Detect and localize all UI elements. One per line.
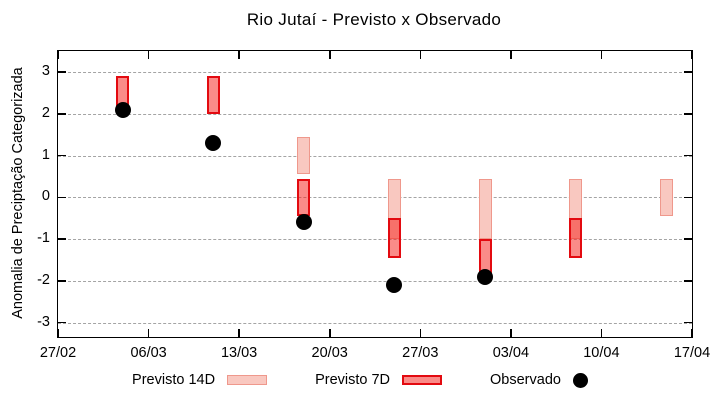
forecast-7d-bar <box>297 178 311 217</box>
y-tick <box>58 196 66 199</box>
x-tick <box>510 329 512 337</box>
legend-item-observado: Observado <box>490 372 588 388</box>
x-tick-label: 27/03 <box>402 345 439 361</box>
x-tick <box>419 329 421 337</box>
legend-label-previsto-7d: Previsto 7D <box>315 372 391 388</box>
x-tick <box>600 329 603 337</box>
y-tick <box>58 321 66 324</box>
y-tick <box>58 154 66 157</box>
legend-label-previsto-14d: Previsto 14D <box>132 372 216 388</box>
y-tick <box>58 71 66 73</box>
forecast-7d-bar <box>206 76 220 114</box>
observed-dot <box>386 277 403 293</box>
y-tick <box>684 238 692 240</box>
x-tick <box>329 329 331 337</box>
y-tick <box>58 280 66 282</box>
forecast-14d-bar <box>297 136 311 175</box>
y-tick <box>684 196 692 199</box>
y-tick-label: 0 <box>41 188 50 205</box>
grid-line <box>58 322 692 324</box>
grid-line <box>58 280 692 282</box>
grid-line <box>58 197 692 199</box>
grid-line <box>58 155 692 157</box>
legend-item-previsto-7d: Previsto 7D <box>315 372 443 388</box>
x-tick-label: 10/04 <box>583 345 620 361</box>
y-tick-label: 3 <box>41 63 50 79</box>
y-tick <box>58 238 66 240</box>
x-tick <box>57 51 59 59</box>
x-tick-label: 06/03 <box>130 345 167 361</box>
y-tick-label: -1 <box>37 230 50 247</box>
y-tick-label: 1 <box>41 146 50 163</box>
legend: Previsto 14D Previsto 7D Observado <box>0 372 720 388</box>
plot-area: 3 2 1 0 -1 -2 -3 27/02 06/03 13/03 20/03 27/03 03/04… <box>37 50 710 361</box>
observed-dot <box>114 101 131 118</box>
forecast-14d-bar <box>659 178 673 217</box>
x-tick <box>329 51 331 59</box>
y-tick-label: 2 <box>41 104 50 121</box>
grid-line <box>58 113 692 115</box>
observed-dot <box>205 135 222 151</box>
x-tick <box>238 51 240 59</box>
y-tick <box>684 321 692 324</box>
x-tick-label: 03/04 <box>492 345 530 361</box>
y-tick <box>684 280 692 282</box>
x-tick <box>691 329 693 337</box>
x-tick <box>147 329 150 337</box>
chart-title: Rio Jutaí - Previsto x Observado <box>246 10 502 29</box>
y-tick-label: -2 <box>37 271 50 288</box>
y-tick-label: -3 <box>37 313 50 330</box>
observed-dot <box>477 268 493 285</box>
y-tick <box>58 113 66 115</box>
x-tick <box>147 51 150 59</box>
legend-item-previsto-14d: Previsto 14D <box>132 372 268 388</box>
legend-label-observado: Observado <box>490 372 561 388</box>
forecast-7d-swatch <box>402 375 443 385</box>
x-tick-label: 13/03 <box>220 345 258 361</box>
grid-line <box>58 239 692 241</box>
x-tick <box>419 51 421 59</box>
y-tick <box>684 71 692 73</box>
forecast-7d-bar <box>569 218 583 258</box>
observed-dot <box>295 214 312 231</box>
x-tick <box>57 329 59 337</box>
x-tick <box>510 51 512 59</box>
x-tick <box>238 329 240 337</box>
x-tick-label: 27/02 <box>39 345 77 361</box>
observed-swatch <box>572 372 588 388</box>
x-tick <box>600 51 603 59</box>
x-tick <box>691 51 693 59</box>
grid-line <box>58 72 692 73</box>
forecast-14d-swatch <box>227 375 268 385</box>
forecast-7d-bar <box>387 218 401 258</box>
y-tick <box>684 113 692 115</box>
forecast-14d-bar <box>478 178 492 240</box>
x-tick-label: 17/04 <box>673 345 711 361</box>
y-tick <box>684 154 692 157</box>
x-tick-label: 20/03 <box>311 345 348 361</box>
